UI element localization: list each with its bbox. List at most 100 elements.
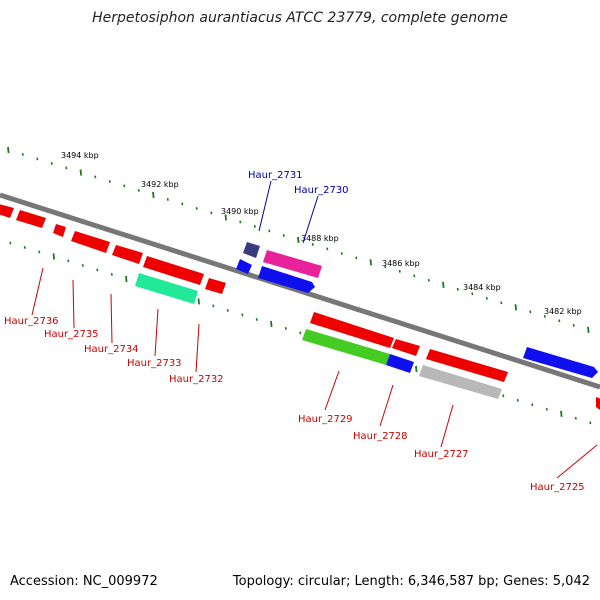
gene-label[interactable]: Haur_2734 xyxy=(84,344,139,355)
scale-label: 3486 kbp xyxy=(382,259,420,268)
gene-haur-2733[interactable] xyxy=(135,273,198,304)
minor-tick xyxy=(108,180,111,183)
major-tick xyxy=(224,214,227,221)
gene-label[interactable]: Haur_2730 xyxy=(294,185,349,196)
minor-tick xyxy=(282,233,285,237)
major-tick xyxy=(197,298,200,305)
scale-label: 3488 kbp xyxy=(301,234,339,243)
minor-tick xyxy=(195,206,198,210)
minor-tick xyxy=(284,326,287,330)
gene-label[interactable]: Haur_2732 xyxy=(169,374,224,385)
major-tick xyxy=(369,259,372,266)
minor-tick xyxy=(398,269,401,273)
minor-tick xyxy=(326,247,329,251)
minor-tick xyxy=(226,308,229,312)
scale-label: 3494 kbp xyxy=(61,151,99,160)
connector-haur-2728 xyxy=(379,384,394,427)
minor-tick xyxy=(110,273,113,276)
gene-haur-2729[interactable] xyxy=(302,329,390,365)
connector-haur-2725 xyxy=(556,444,598,479)
gene-label[interactable]: Haur_2728 xyxy=(353,431,408,442)
minor-tick xyxy=(427,278,430,282)
gene-arrow[interactable] xyxy=(0,203,14,218)
connector-haur-2733 xyxy=(154,308,159,357)
minor-tick xyxy=(456,287,459,291)
minor-tick xyxy=(36,157,39,161)
minor-tick xyxy=(210,211,213,215)
minor-tick xyxy=(384,265,387,269)
minor-tick xyxy=(38,250,41,254)
gene-arrow[interactable] xyxy=(143,256,204,285)
major-tick xyxy=(270,320,273,327)
gene-label[interactable]: Haur_2727 xyxy=(414,449,469,460)
gene-haur-2730[interactable] xyxy=(263,250,322,278)
minor-tick xyxy=(299,331,302,335)
feature-row-forward xyxy=(236,242,598,378)
minor-tick xyxy=(413,274,416,278)
gene-arrow[interactable] xyxy=(16,210,46,228)
minor-tick xyxy=(558,319,561,323)
gene-arrow[interactable] xyxy=(205,278,226,294)
gene-label[interactable]: Haur_2725 xyxy=(530,482,585,493)
minor-tick xyxy=(50,162,53,165)
minor-tick xyxy=(166,198,169,201)
gene-label[interactable]: Haur_2736 xyxy=(4,316,59,327)
gene-arrow[interactable] xyxy=(53,224,66,237)
connector-haur-2727 xyxy=(440,404,454,448)
gene-arrow[interactable] xyxy=(71,231,110,253)
topology-text: Topology: circular; Length: 6,346,587 bp… xyxy=(232,574,590,589)
gene-label[interactable]: Haur_2729 xyxy=(298,414,353,425)
gene-arrow[interactable] xyxy=(112,245,143,264)
minor-tick xyxy=(529,310,532,314)
gene-arrow[interactable] xyxy=(523,347,598,378)
gene-haur-2728[interactable] xyxy=(386,354,414,373)
gene-label[interactable]: Haur_2731 xyxy=(248,170,303,181)
gene-arrow[interactable] xyxy=(596,397,600,410)
minor-tick xyxy=(589,421,592,425)
feature-row-lower xyxy=(135,273,502,399)
connector-haur-2729 xyxy=(324,370,340,411)
minor-tick xyxy=(485,296,488,300)
connector-haur-2730 xyxy=(302,195,319,244)
genome-title: Herpetosiphon aurantiacus ATCC 23779, co… xyxy=(92,10,508,26)
minor-tick xyxy=(572,323,575,327)
major-tick xyxy=(52,253,55,260)
scale-labels: 3494 kbp 3492 kbp 3490 kbp 3488 kbp 3486… xyxy=(61,151,582,316)
gene-haur-2727[interactable] xyxy=(419,365,502,399)
connector-haur-2735 xyxy=(72,279,75,329)
connector-haur-2736 xyxy=(31,267,44,316)
minor-tick xyxy=(9,241,12,245)
minor-tick xyxy=(212,304,215,308)
connector-haur-2732 xyxy=(195,323,200,373)
minor-tick xyxy=(67,259,70,263)
minor-tick xyxy=(574,416,577,420)
minor-tick xyxy=(311,242,314,246)
gene-arrow[interactable] xyxy=(258,266,315,293)
gene-arrow[interactable] xyxy=(236,259,252,274)
major-tick xyxy=(79,169,82,176)
gene-arrow[interactable] xyxy=(310,312,394,348)
minor-tick xyxy=(545,407,548,411)
minor-tick xyxy=(137,189,140,192)
minor-tick xyxy=(340,251,343,255)
minor-tick xyxy=(471,292,474,296)
minor-tick xyxy=(255,317,258,321)
gene-label[interactable]: Haur_2735 xyxy=(44,329,99,340)
gene-haur-2731[interactable] xyxy=(243,242,260,258)
minor-tick xyxy=(181,202,184,206)
scale-label: 3490 kbp xyxy=(221,207,259,216)
gene-arrow[interactable] xyxy=(392,339,420,356)
minor-tick xyxy=(502,394,505,398)
feature-row-upper xyxy=(0,203,600,410)
gene-label[interactable]: Haur_2733 xyxy=(127,358,182,369)
forward-connectors xyxy=(258,180,319,244)
minor-tick xyxy=(500,301,503,305)
major-tick xyxy=(7,146,10,154)
scale-label: 3482 kbp xyxy=(544,307,582,316)
minor-tick xyxy=(81,264,84,267)
minor-tick xyxy=(253,224,256,228)
gene-arrow[interactable] xyxy=(426,349,508,382)
major-tick xyxy=(125,275,128,283)
minor-tick xyxy=(543,314,546,318)
